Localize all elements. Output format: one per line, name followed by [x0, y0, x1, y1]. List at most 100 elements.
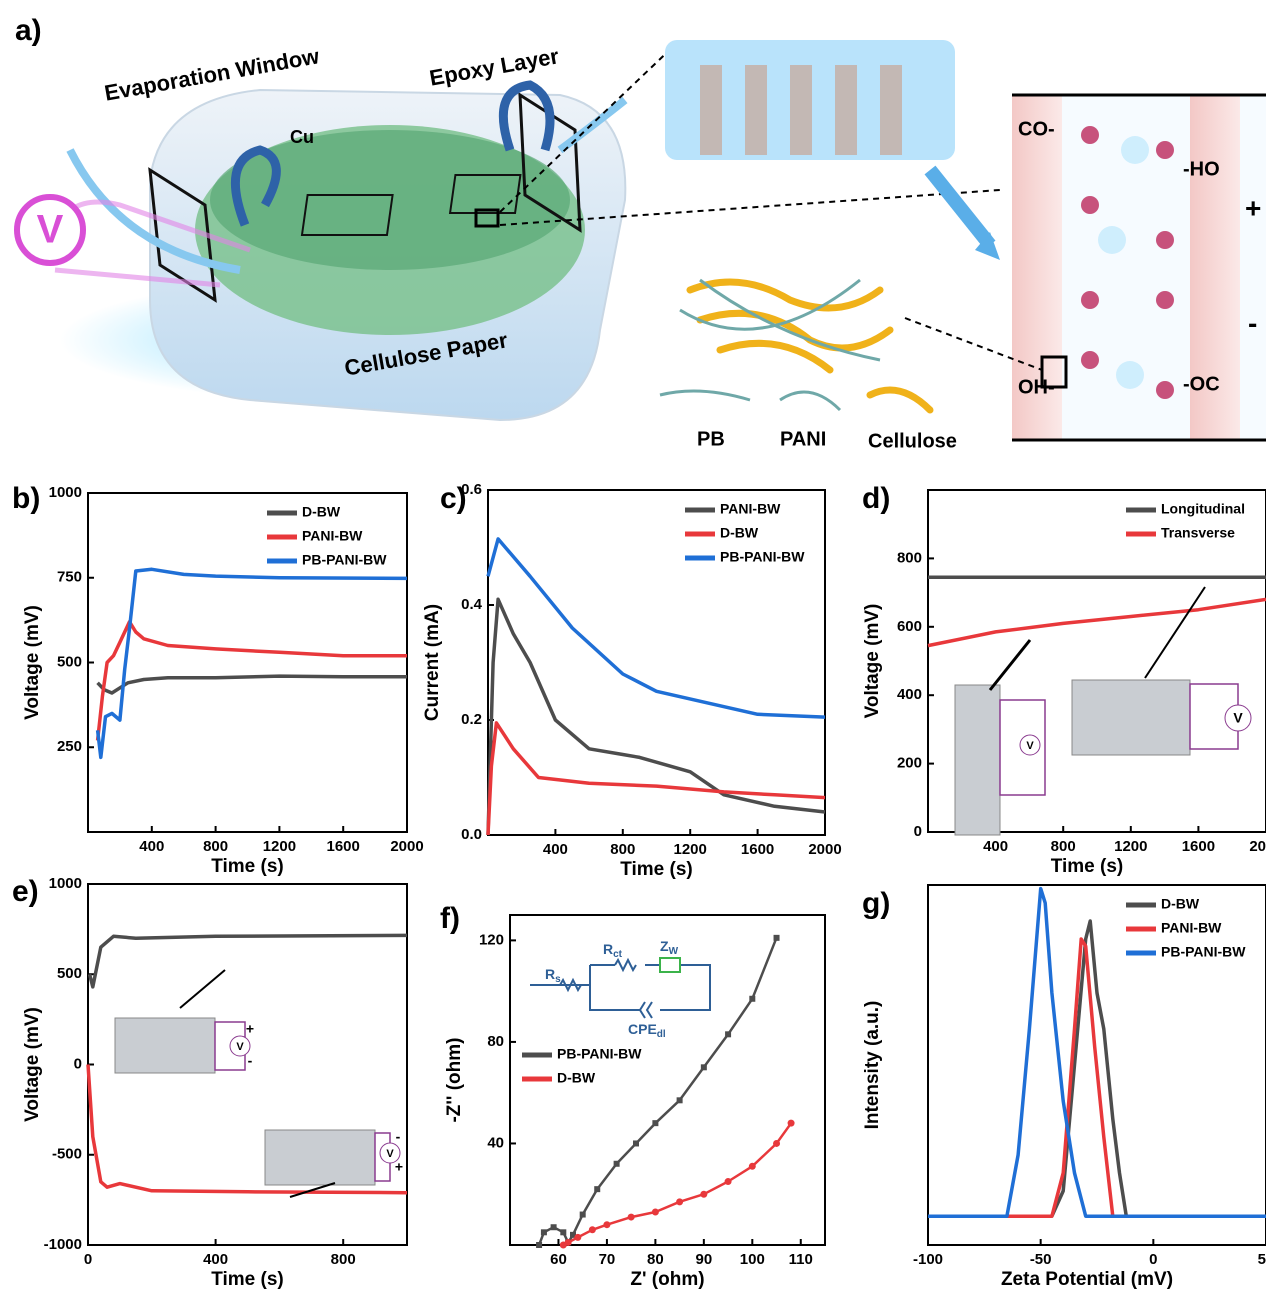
zoom-box: [1040, 355, 1068, 389]
arrow: [924, 165, 996, 250]
side-plate: [518, 92, 582, 233]
x-tick-label: 1200: [674, 841, 707, 858]
y-tick-label: 80: [487, 1033, 504, 1050]
label: +: [1245, 192, 1261, 223]
label: -: [1248, 307, 1257, 338]
chart: e) 0 400 800 -1000 -500 0 500 1000 Time (s) Voltag…: [12, 875, 408, 1290]
x-tick-label: 400: [543, 841, 568, 858]
plot-frame: [87, 492, 408, 833]
x-tick-label: 2000: [390, 838, 423, 855]
charge: [1081, 351, 1099, 369]
x-tick-label: 2000: [808, 841, 841, 858]
arrow: [289, 1182, 336, 1198]
x-tick-label: 2000: [1249, 838, 1266, 855]
series-line: [95, 620, 407, 741]
plot-frame: [927, 884, 1266, 1246]
meter: [1224, 704, 1252, 732]
inset-device: [1071, 679, 1191, 756]
x-tick-label: -100: [913, 1251, 943, 1268]
y-axis-label: -Z'' (ohm): [444, 1037, 465, 1122]
marker: [725, 1031, 732, 1038]
x-tick-label: 80: [647, 1251, 664, 1268]
marker: [627, 1213, 635, 1221]
marker: [579, 1211, 586, 1218]
marker: [603, 1221, 611, 1229]
marker: [564, 1238, 572, 1246]
panel-label: b): [12, 482, 40, 515]
circuit-label: ZW: [660, 938, 679, 957]
x-axis-label: Time (s): [620, 859, 693, 880]
pad-top: [210, 130, 570, 270]
chain: [679, 278, 881, 412]
inset-device: [954, 684, 1001, 836]
y-tick-label: 40: [487, 1134, 504, 1151]
marker: [560, 1229, 567, 1236]
panel-label: c): [440, 482, 467, 515]
flow-arrow: [557, 96, 628, 154]
y-axis-label: Current (mA): [422, 604, 443, 721]
y-tick-label: 0: [914, 823, 922, 840]
leader: [499, 39, 681, 213]
marker: [574, 1233, 582, 1241]
y-tick-label: 800: [897, 549, 922, 566]
marker: [652, 1120, 659, 1127]
circuit-label: CPEdl: [628, 1021, 666, 1040]
y-tick-label: 750: [57, 569, 82, 586]
x-tick-label: 1200: [263, 838, 296, 855]
y-tick-label: 500: [57, 965, 82, 982]
meter: [229, 1035, 251, 1057]
x-tick-label: 800: [1051, 838, 1076, 855]
ion: [1116, 361, 1144, 389]
series-line: [486, 537, 826, 719]
electrode: [300, 194, 394, 236]
plot-frame: [487, 489, 826, 836]
legend-label: Transverse: [1161, 525, 1235, 541]
charge: [1081, 196, 1099, 214]
side-plate: [148, 167, 217, 303]
chart: d)4008001200160020000200400600800Time (s…: [862, 482, 1266, 877]
arrow-head: [975, 232, 1000, 260]
label: V: [37, 208, 64, 252]
y-tick-label: -500: [52, 1146, 82, 1163]
panel-label: a): [15, 14, 42, 47]
meter: [1019, 734, 1041, 756]
warburg: [659, 957, 681, 973]
x-tick-label: 1200: [1114, 838, 1147, 855]
series-line: [96, 674, 407, 695]
x-tick-label: 800: [610, 841, 635, 858]
marker: [787, 1119, 795, 1127]
legend-label: PB-PANI-BW: [1161, 944, 1246, 960]
y-axis-label: Intensity (a.u.): [862, 1001, 883, 1130]
resistor: [559, 957, 637, 993]
y-tick-label: 120: [479, 931, 504, 948]
y-tick-label: -1000: [44, 1236, 82, 1253]
charge: [1156, 231, 1174, 249]
panel-label: f): [440, 902, 460, 935]
x-tick-label: 0: [1149, 1251, 1157, 1268]
charge: [1081, 291, 1099, 309]
series-line: [537, 937, 778, 1246]
legend-label: Longitudinal: [1161, 501, 1245, 517]
label: Cu: [290, 127, 314, 147]
legend-label: D-BW: [720, 525, 759, 541]
inset-device: [264, 1129, 376, 1186]
pillar: [745, 65, 767, 155]
chart: g) -100 -50 0 50 Zeta Potential (mV) Intensity…: [862, 884, 1266, 1290]
x-tick-label: 1600: [1182, 838, 1215, 855]
panel-label: e): [12, 875, 39, 908]
marker: [550, 1224, 557, 1231]
cellulose-fibers: [686, 278, 934, 414]
pillar: [790, 65, 812, 155]
circuit-wire: [530, 964, 711, 1011]
arrow: [988, 639, 1032, 691]
annotation: -: [396, 1129, 401, 1145]
x-tick-label: 110: [789, 1251, 813, 1268]
arrow: [179, 969, 226, 1009]
wall: [1190, 95, 1240, 440]
y-axis-label: Voltage (mV): [862, 604, 883, 719]
label: Epoxy Layer: [428, 43, 562, 90]
annotation: V: [1233, 710, 1243, 726]
chain: [659, 389, 751, 402]
label: OH-: [1018, 376, 1055, 398]
